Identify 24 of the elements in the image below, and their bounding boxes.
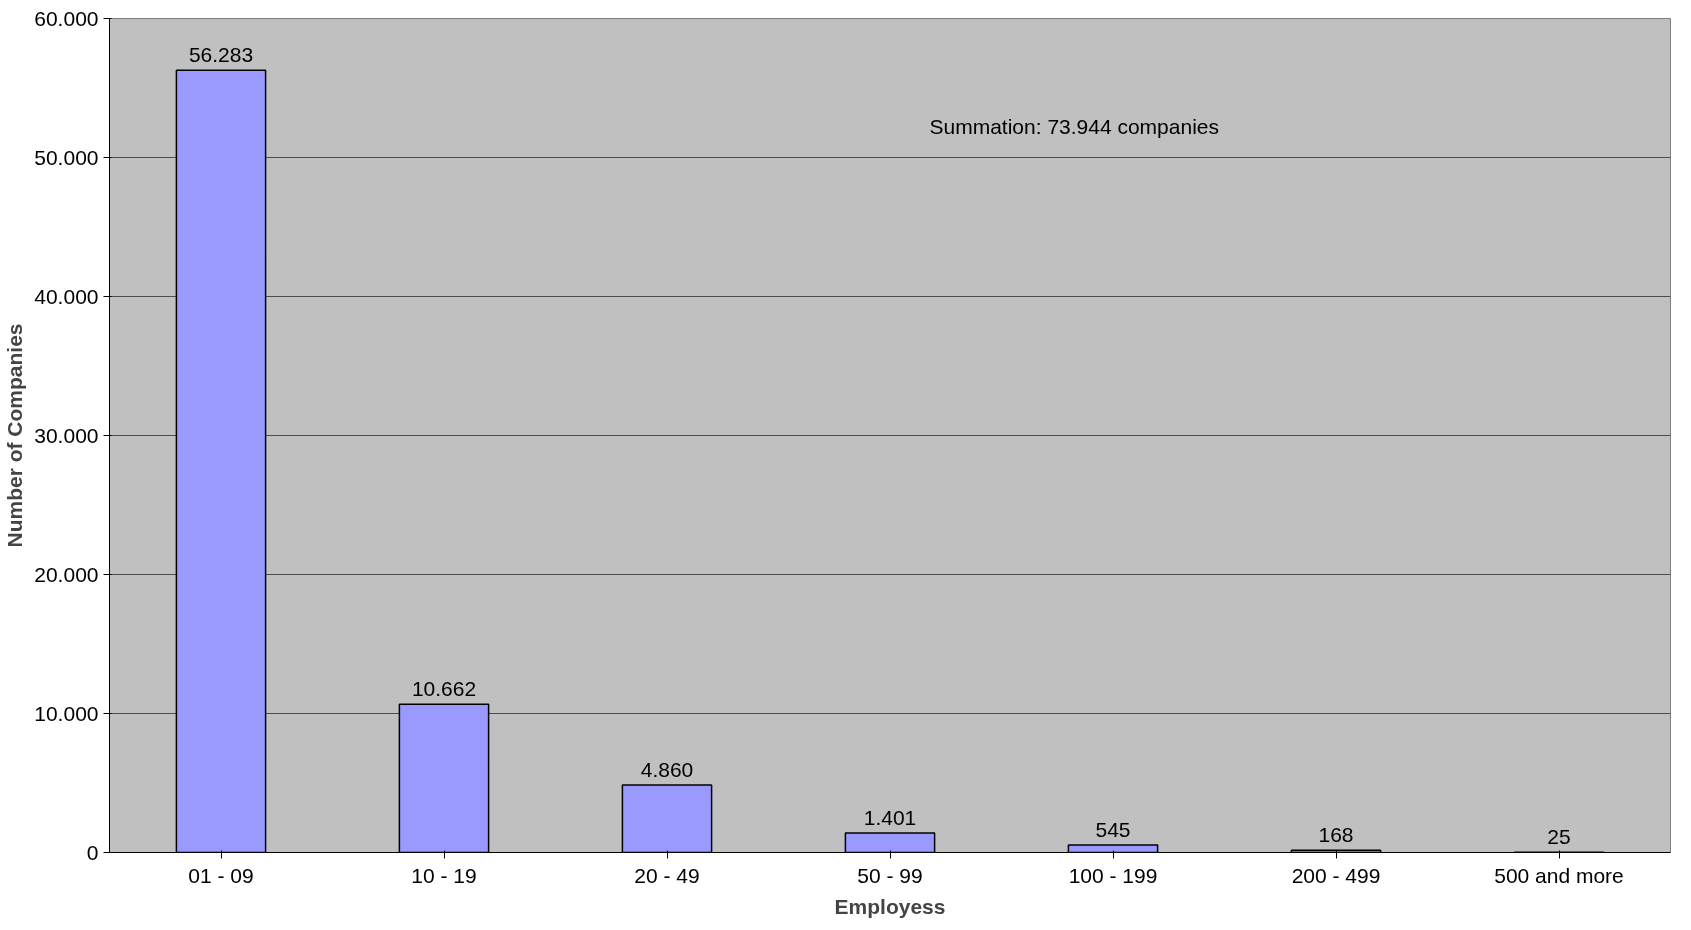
data-label: 10.662 xyxy=(411,677,477,701)
x-tick-label: 500 and more xyxy=(1494,863,1624,887)
y-tick-label: 40.000 xyxy=(34,284,99,308)
y-tick-label: 60.000 xyxy=(34,6,99,30)
x-axis-title: Employess xyxy=(834,894,946,918)
x-tick-label: 20 - 49 xyxy=(634,863,700,887)
y-axis-title: Number of Companies xyxy=(3,323,27,548)
y-tick-label: 0 xyxy=(86,840,99,864)
x-tick-label: 200 - 499 xyxy=(1291,863,1381,887)
x-tick-label: 10 - 19 xyxy=(411,863,477,887)
data-label: 168 xyxy=(1318,823,1354,847)
data-label: 56.283 xyxy=(188,43,254,67)
y-tick-label: 10.000 xyxy=(34,701,99,725)
data-label: 545 xyxy=(1095,817,1131,841)
data-label: 25 xyxy=(1547,825,1571,849)
annotation: Summation: 73.944 companies xyxy=(929,114,1219,138)
x-tick-label: 50 - 99 xyxy=(857,863,923,887)
x-tick-label: 100 - 199 xyxy=(1068,863,1158,887)
y-tick-label: 30.000 xyxy=(34,423,99,447)
y-tick-label: 20.000 xyxy=(34,562,99,586)
data-label: 4.860 xyxy=(640,757,694,781)
x-tick-label: 01 - 09 xyxy=(188,863,254,887)
y-tick-label: 50.000 xyxy=(34,145,99,169)
data-label: 1.401 xyxy=(863,806,917,830)
